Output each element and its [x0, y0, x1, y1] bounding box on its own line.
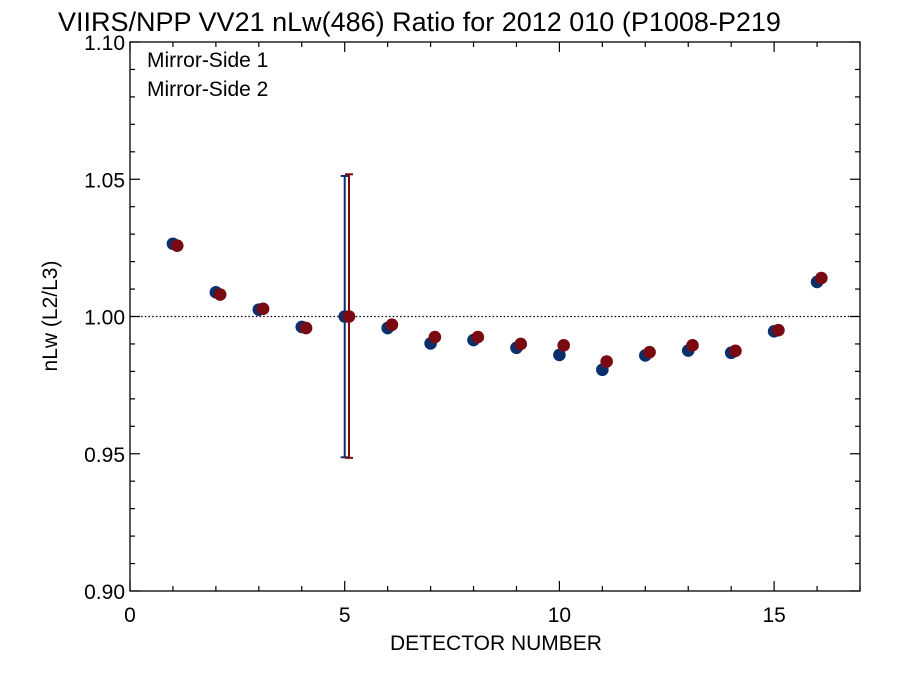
data-points	[166, 237, 828, 377]
data-point-series-2	[772, 323, 785, 337]
legend-entry-mirror-side-2: Mirror-Side 2	[147, 78, 268, 101]
y-tick-label: 1.10	[84, 32, 125, 55]
data-point-series-2	[342, 310, 356, 323]
data-point-series-1	[553, 348, 566, 362]
data-point-series-2	[557, 339, 571, 352]
legend-entry-mirror-side-1: Mirror-Side 1	[147, 49, 268, 72]
data-point-series-2	[256, 302, 270, 316]
data-point-series-2	[600, 355, 613, 368]
data-point-series-2	[299, 321, 313, 335]
x-tick-label: 0	[124, 604, 136, 627]
y-tick-label: 1.00	[84, 307, 125, 330]
data-point-series-2	[428, 330, 442, 344]
data-point-series-2	[643, 345, 656, 359]
data-point-series-2	[385, 318, 399, 332]
x-tick-label: 15	[762, 604, 785, 627]
axis-ticks	[129, 41, 861, 592]
legend: Mirror-Side 1 Mirror-Side 2	[147, 49, 268, 101]
plot-frame	[129, 41, 861, 592]
data-point-series-2	[170, 239, 184, 252]
y-tick-label: 0.95	[84, 444, 125, 467]
y-tick-label: 0.90	[84, 581, 125, 604]
data-point-series-2	[213, 288, 227, 301]
x-axis-label: DETECTOR NUMBER	[390, 632, 602, 655]
y-axis-label: nLw (L2/L3)	[39, 261, 62, 372]
chart-title: VIIRS/NPP VV21 nLw(486) Ratio for 2012 0…	[58, 7, 781, 37]
data-point-series-2	[471, 330, 485, 344]
data-point-series-2	[686, 339, 699, 352]
y-tick-label: 1.05	[84, 169, 125, 192]
data-point-series-2	[729, 344, 742, 358]
x-tick-label: 10	[548, 604, 571, 627]
plot-border	[129, 41, 861, 592]
x-tick-label: 5	[339, 604, 351, 627]
tick-labels: 0 5 10 15 0.90 0.95 1.00 1.05 1.10	[84, 32, 786, 627]
data-point-series-2	[815, 271, 828, 285]
data-point-series-2	[514, 337, 528, 351]
